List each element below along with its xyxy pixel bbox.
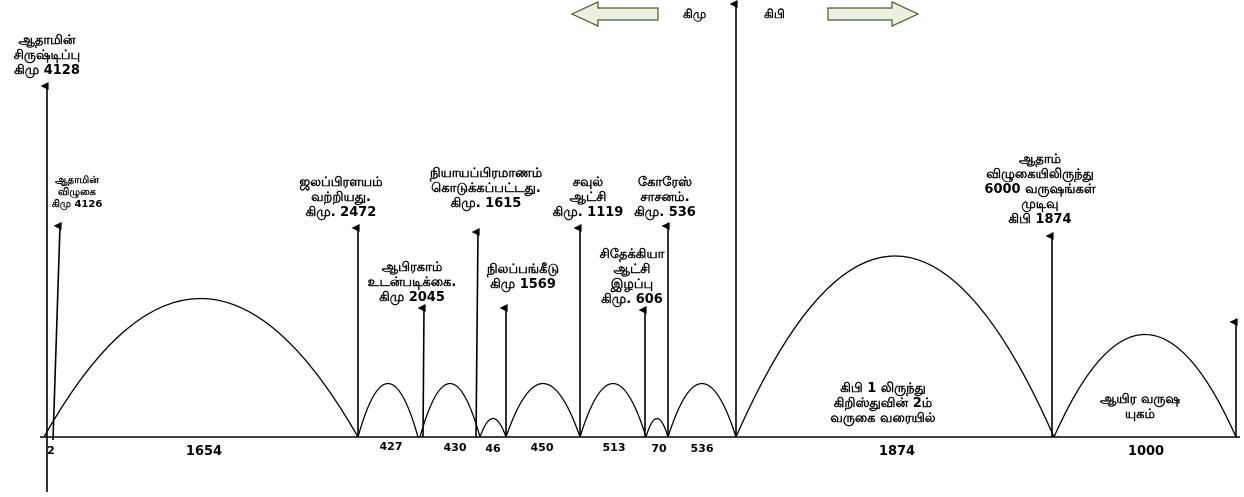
arc-period-70 bbox=[645, 417, 669, 438]
period-label-513: 513 bbox=[602, 441, 626, 454]
event-creation: ஆதாமின் சிருஷ்டிப்பு கிமு 4128 bbox=[13, 33, 81, 78]
event-fall: ஆதாமின் விழுகை கிமு 4126 bbox=[51, 175, 103, 210]
note-gospel-age: கிபி 1 லிருந்து கிறிஸ்துவின் 2ம் வருகை வ… bbox=[830, 381, 936, 426]
event-cyrus: கோரேஸ் சாசனம். கிமு. 536 bbox=[634, 175, 696, 220]
period-label-427: 427 bbox=[379, 440, 403, 453]
event-zedekiah: சிதேக்கியா ஆட்சி இழப்பு கிமு. 606 bbox=[599, 247, 665, 307]
event-land: நிலப்பங்கீடு கிமு 1569 bbox=[486, 262, 560, 292]
marker-abraham bbox=[417, 304, 426, 438]
marker-law bbox=[471, 228, 480, 438]
arc-period-1874 bbox=[735, 255, 1055, 438]
note-millennium: ஆயிர வருஷ யுகம் bbox=[1099, 392, 1181, 422]
period-label-70: 70 bbox=[651, 442, 667, 455]
arc-period-1000 bbox=[1053, 334, 1237, 438]
event-saul: சவுல் ஆட்சி கிமு. 1119 bbox=[552, 175, 624, 220]
bc-direction-arrow-icon bbox=[570, 1, 659, 27]
period-label-46: 46 bbox=[485, 442, 501, 455]
arc-period-450 bbox=[505, 382, 581, 438]
marker-fall bbox=[52, 222, 62, 441]
ad-direction-arrow-icon bbox=[827, 1, 920, 27]
arc-period-536 bbox=[667, 382, 737, 438]
arc-period-46 bbox=[479, 417, 507, 438]
event-flood: ஜலப்பிரளயம் வற்றியது. கிமு. 2472 bbox=[299, 175, 383, 220]
event-law: நியாயப்பிரமாணம் கொடுக்கப்பட்டது. கிமு. 1… bbox=[429, 166, 543, 211]
period-label-1654: 1654 bbox=[185, 444, 223, 459]
period-label-1000: 1000 bbox=[1127, 444, 1165, 459]
bc-label: கிமு bbox=[683, 7, 707, 21]
arc-period-430 bbox=[419, 383, 481, 438]
period-label-1874: 1874 bbox=[878, 444, 916, 459]
arc-period-513 bbox=[579, 382, 647, 438]
period-label-430: 430 bbox=[443, 441, 467, 454]
event-abraham: ஆபிரகாம் உடன்படிக்கை. கிமு 2045 bbox=[367, 260, 457, 305]
event-end6000: ஆதாம் விழுகையிலிருந்து 6000 வருஷங்கள் மு… bbox=[984, 152, 1096, 227]
arc-period-427 bbox=[357, 383, 419, 438]
arc-period-1654 bbox=[43, 297, 359, 438]
period-label-450: 450 bbox=[530, 441, 554, 454]
ad-label: கிபி bbox=[764, 7, 785, 21]
period-label-2: 2 bbox=[47, 444, 55, 457]
period-label-536: 536 bbox=[690, 442, 714, 455]
